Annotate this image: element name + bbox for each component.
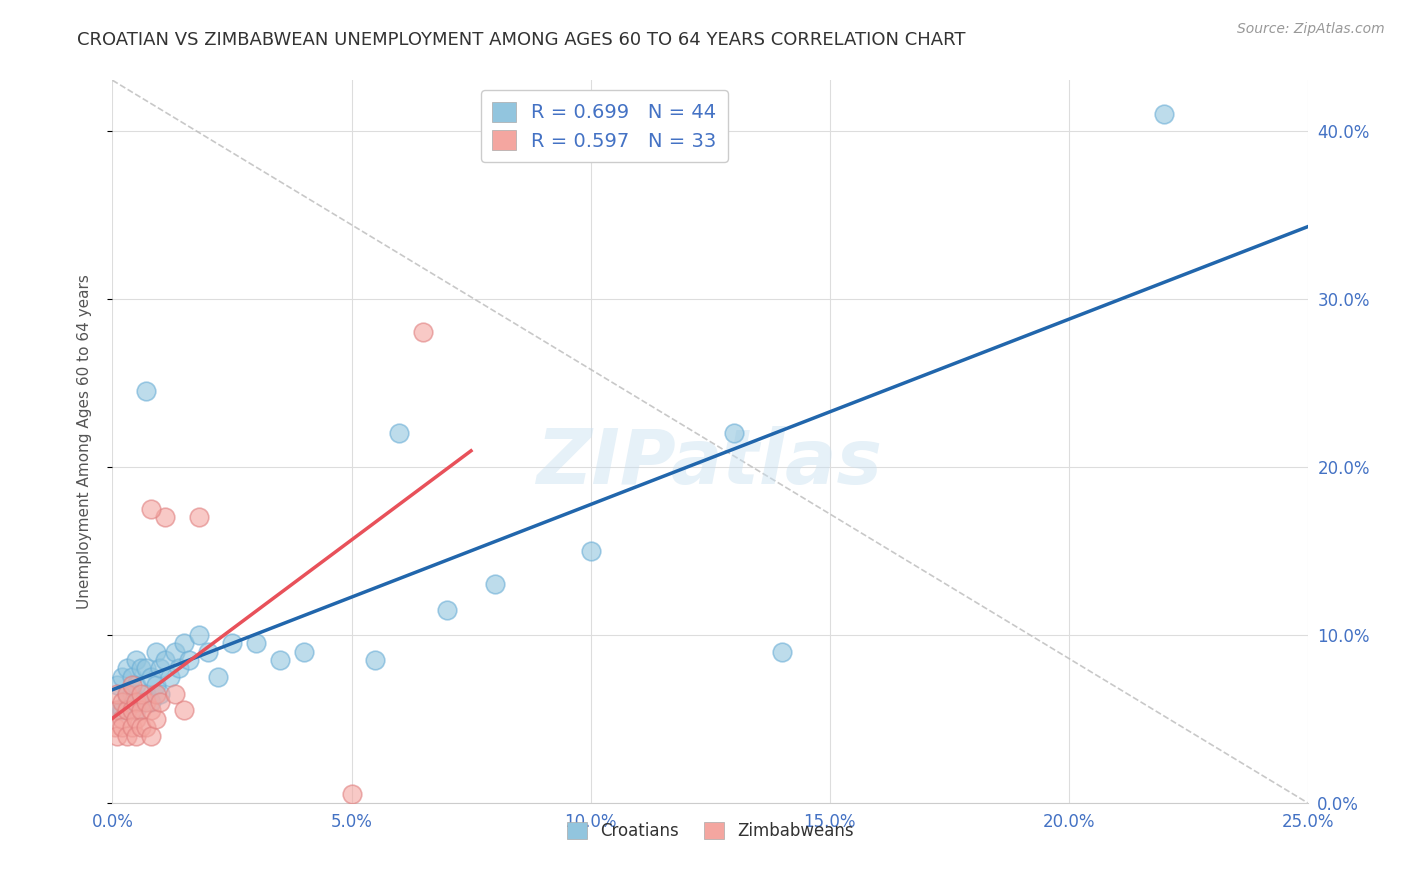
Point — [125, 678, 148, 692]
Point — [115, 729, 138, 743]
Point — [139, 501, 162, 516]
Point — [125, 703, 148, 717]
Point — [177, 653, 200, 667]
Point — [111, 695, 134, 709]
Point — [135, 687, 157, 701]
Point — [173, 703, 195, 717]
Point — [579, 543, 602, 558]
Point — [129, 720, 152, 734]
Point — [121, 703, 143, 717]
Point — [221, 636, 243, 650]
Point — [139, 729, 162, 743]
Point — [149, 661, 172, 675]
Text: CROATIAN VS ZIMBABWEAN UNEMPLOYMENT AMONG AGES 60 TO 64 YEARS CORRELATION CHART: CROATIAN VS ZIMBABWEAN UNEMPLOYMENT AMON… — [77, 31, 966, 49]
Point — [135, 720, 157, 734]
Point — [484, 577, 506, 591]
Point — [159, 670, 181, 684]
Point — [770, 644, 793, 658]
Point — [115, 687, 138, 701]
Point — [153, 653, 176, 667]
Point — [163, 644, 186, 658]
Point — [115, 703, 138, 717]
Point — [187, 510, 209, 524]
Point — [105, 729, 128, 743]
Point — [125, 729, 148, 743]
Legend: Croatians, Zimbabweans: Croatians, Zimbabweans — [558, 814, 862, 848]
Point — [139, 695, 162, 709]
Point — [121, 720, 143, 734]
Point — [173, 636, 195, 650]
Point — [115, 695, 138, 709]
Point — [129, 687, 152, 701]
Point — [104, 720, 127, 734]
Text: ZIPatlas: ZIPatlas — [537, 426, 883, 500]
Point — [153, 510, 176, 524]
Point — [412, 326, 434, 340]
Point — [364, 653, 387, 667]
Point — [145, 644, 167, 658]
Point — [149, 687, 172, 701]
Point — [105, 678, 128, 692]
Point — [125, 712, 148, 726]
Point — [340, 788, 363, 802]
Point — [121, 678, 143, 692]
Point — [292, 644, 315, 658]
Point — [436, 602, 458, 616]
Point — [129, 695, 152, 709]
Point — [129, 703, 152, 717]
Point — [149, 695, 172, 709]
Y-axis label: Unemployment Among Ages 60 to 64 years: Unemployment Among Ages 60 to 64 years — [77, 274, 91, 609]
Point — [723, 426, 745, 441]
Point — [105, 687, 128, 701]
Point — [111, 703, 134, 717]
Point — [145, 678, 167, 692]
Point — [111, 712, 134, 726]
Text: Source: ZipAtlas.com: Source: ZipAtlas.com — [1237, 22, 1385, 37]
Point — [111, 720, 134, 734]
Point — [187, 628, 209, 642]
Point — [111, 670, 134, 684]
Point — [139, 670, 162, 684]
Point — [129, 661, 152, 675]
Point — [197, 644, 219, 658]
Point — [135, 695, 157, 709]
Point — [135, 661, 157, 675]
Point — [121, 687, 143, 701]
Point — [105, 703, 128, 717]
Point — [125, 653, 148, 667]
Point — [135, 384, 157, 398]
Point — [169, 661, 191, 675]
Point — [145, 687, 167, 701]
Point — [245, 636, 267, 650]
Point — [145, 712, 167, 726]
Point — [115, 687, 138, 701]
Point — [105, 703, 128, 717]
Point — [269, 653, 291, 667]
Point — [121, 670, 143, 684]
Point — [125, 695, 148, 709]
Point — [1153, 107, 1175, 121]
Point — [115, 661, 138, 675]
Point — [163, 687, 186, 701]
Point — [388, 426, 411, 441]
Point — [207, 670, 229, 684]
Point — [139, 703, 162, 717]
